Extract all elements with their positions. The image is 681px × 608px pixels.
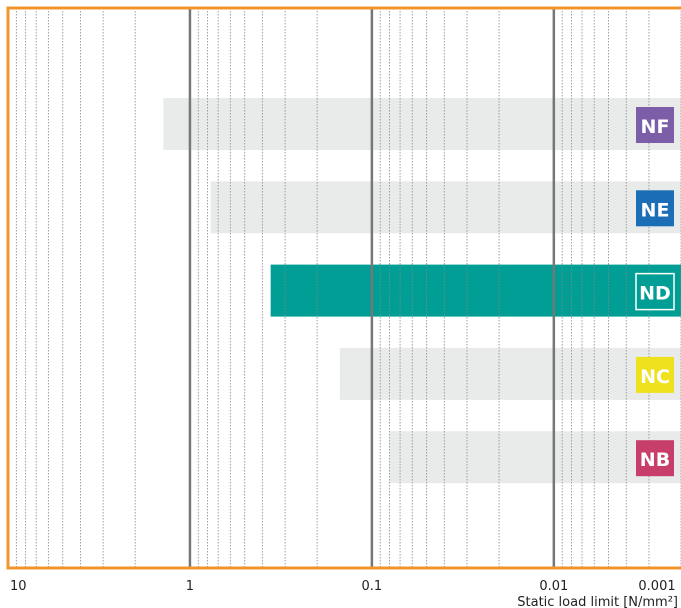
label-box [635, 272, 675, 311]
category-label: NE [641, 199, 670, 221]
label-box [636, 107, 674, 143]
x-tick-label: 0.1 [362, 579, 383, 594]
label-box [636, 356, 674, 393]
x-tick-label: 0.01 [539, 579, 568, 594]
category-label: NF [641, 116, 670, 138]
label-box [636, 190, 674, 227]
label-box [636, 440, 674, 477]
x-tick-label: 1 [186, 579, 194, 594]
category-label: NB [640, 449, 670, 471]
x-tick-label: 10 [10, 579, 27, 594]
x-axis-label: Static load limit [N/mm²] [517, 595, 678, 608]
category-label: ND [639, 283, 671, 305]
bar [270, 264, 681, 317]
bar [210, 181, 681, 234]
bar [163, 98, 681, 150]
category-label: NC [640, 366, 670, 388]
x-tick-label: 0.001 [638, 579, 675, 594]
bar [389, 431, 681, 484]
bar [339, 347, 681, 400]
plot-frame [6, 6, 681, 570]
